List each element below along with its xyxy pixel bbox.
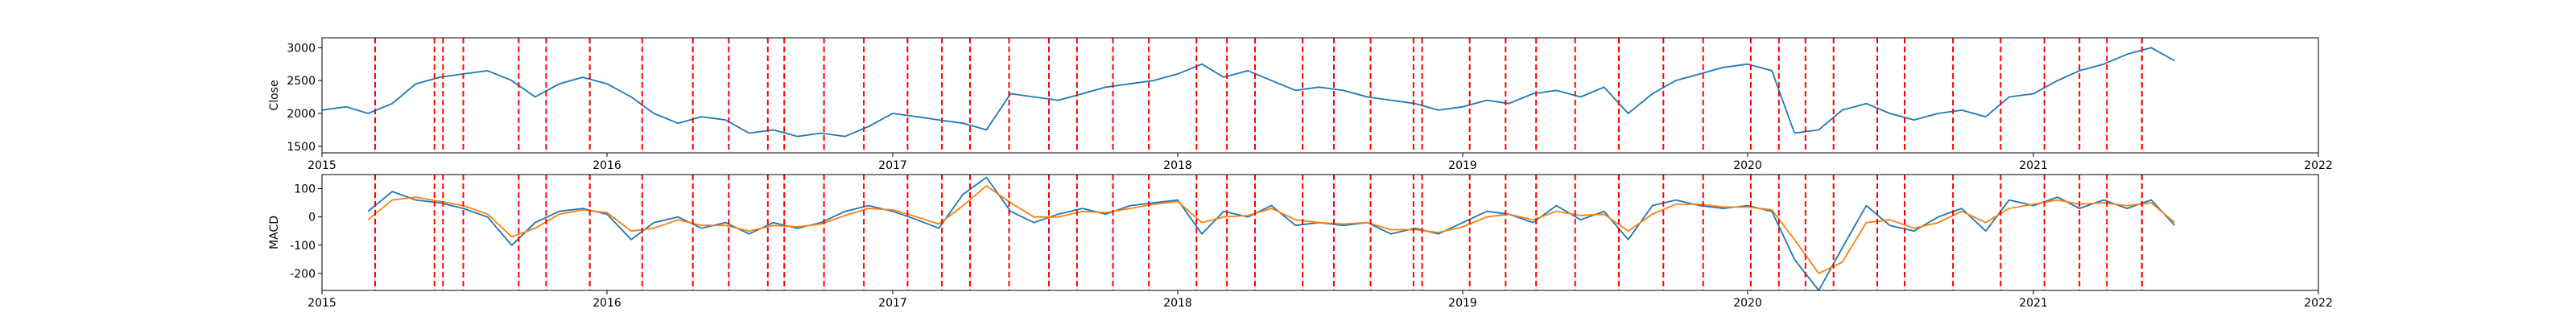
series-line-1: [367, 176, 2176, 290]
x-tick-label: 2021: [2019, 297, 2048, 310]
x-tick-label: 2021: [2019, 159, 2048, 172]
x-tick-label: 2019: [1448, 159, 1477, 172]
x-tick-label: 2016: [592, 159, 621, 172]
x-tick-label: 2017: [878, 297, 907, 310]
x-tick-label: 2022: [2304, 159, 2333, 172]
x-tick-label: 2019: [1448, 297, 1477, 310]
x-tick-label: 2015: [308, 159, 336, 172]
axes-frame: [321, 37, 2319, 154]
series-line-2: [367, 185, 2176, 274]
y-tick-label: 100: [294, 183, 316, 196]
x-tick-label: 2020: [1733, 159, 1762, 172]
subplot-2: 2015 2016 2017 2018 2019 2020 2021 2022 -200 -100…: [268, 174, 2333, 310]
y-tick-label: 3000: [287, 42, 316, 55]
y-tick-label: 2000: [287, 108, 316, 121]
y-tick-label: -100: [290, 240, 316, 253]
y-tick-label: 1500: [287, 141, 316, 154]
x-tick-label: 2017: [878, 159, 907, 172]
y-axis-label: Close: [268, 80, 281, 110]
y-axis-label: MACD: [268, 216, 281, 249]
x-tick-label: 2015: [308, 297, 336, 310]
series-line-1: [322, 47, 2175, 138]
subplot-1: 2015 2016 2017 2018 2019 2020 2021 2022 1500 2000…: [268, 37, 2333, 172]
x-tick-label: 2018: [1163, 297, 1192, 310]
x-tick-label: 2022: [2304, 297, 2333, 310]
x-tick-label: 2020: [1733, 297, 1762, 310]
x-tick-label: 2016: [592, 297, 621, 310]
x-tick-label: 2018: [1163, 159, 1192, 172]
y-tick-label: 0: [308, 212, 316, 224]
y-tick-label: 2500: [287, 75, 316, 88]
axes-frame: [321, 174, 2319, 291]
y-tick-label: -200: [290, 268, 316, 281]
